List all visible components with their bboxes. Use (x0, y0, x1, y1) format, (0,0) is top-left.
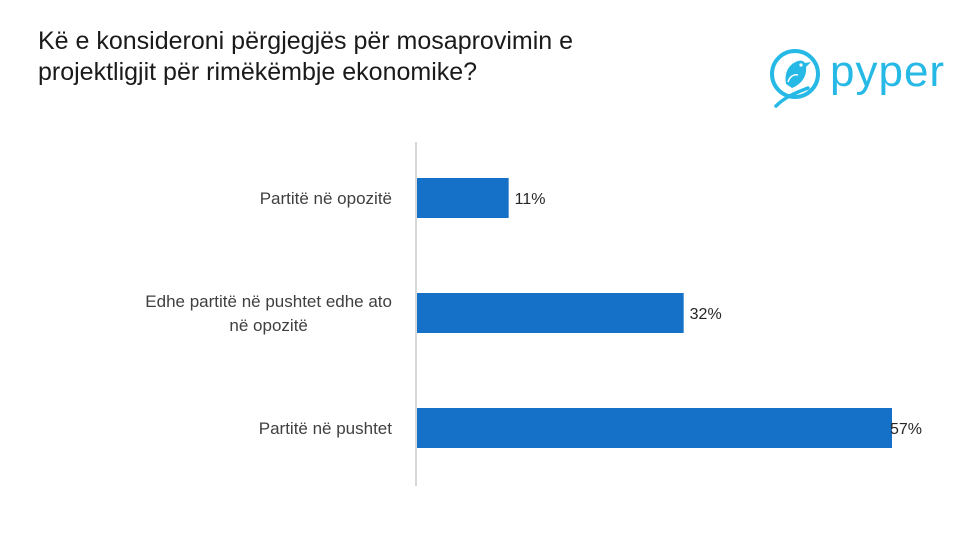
bar-1 (417, 178, 509, 218)
value-label-1: 11% (515, 191, 546, 208)
title-line-2: projektligjit për rimëkëmbje ekonomike? (38, 58, 478, 86)
category-label-3: Partitë në pushtet (259, 419, 393, 438)
bar-2 (417, 293, 684, 333)
bar-3 (417, 408, 892, 448)
pyper-logo: pyper (768, 44, 958, 114)
value-label-3: 57% (890, 421, 922, 438)
value-label-2: 32% (690, 306, 722, 323)
category-label-2-line-1: Edhe partitë në pushtet edhe ato (145, 292, 392, 311)
page-title: Kë e konsideroni përgjegjës për mosaprov… (38, 26, 738, 88)
category-label-2-line-2: në opozitë (229, 316, 307, 335)
category-label-1: Partitë në opozitë (260, 189, 392, 208)
logo-text: pyper (830, 47, 946, 96)
title-line-1: Kë e konsideroni përgjegjës për mosaprov… (38, 27, 574, 55)
bird-logo-icon (770, 49, 820, 108)
